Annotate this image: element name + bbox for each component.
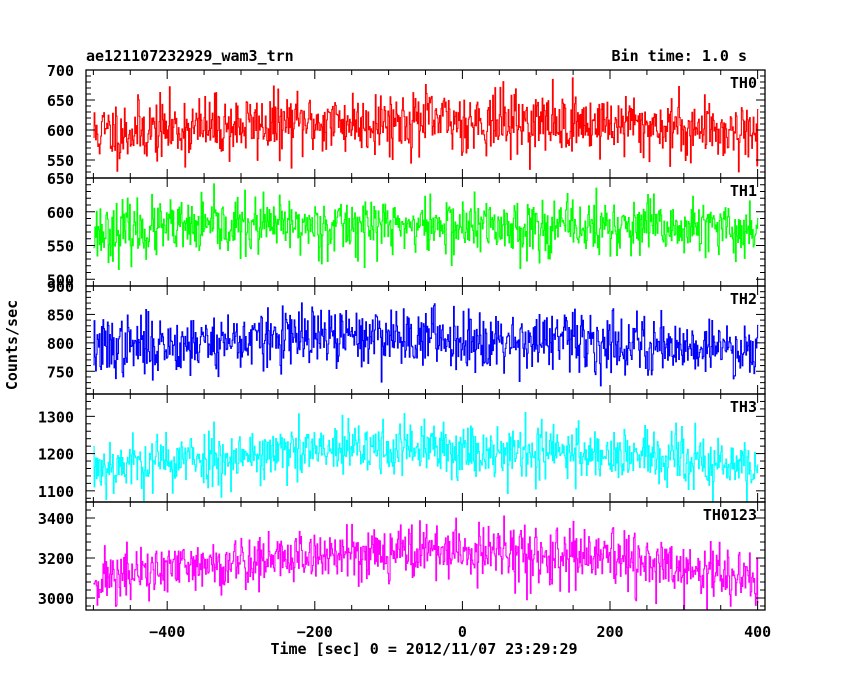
panels-group: 550 600 650 700 TH0 500 550 600 650 TH1 750 800 850 9… [38,62,771,641]
y-tick-label: 600 [47,204,74,222]
y-tick-label: 3200 [38,550,74,568]
y-axis-label: Counts/sec [3,300,21,390]
series-th0123 [93,515,759,610]
x-tick-label: 400 [744,623,771,641]
y-tick-label: 850 [47,306,74,324]
panel-frame [85,501,766,611]
y-tick-label: 650 [47,170,74,188]
bin-time-label: Bin time: 1.0 s [612,47,747,65]
x-axis-label: Time [sec] 0 = 2012/11/07 23:29:29 [270,640,577,658]
panel-th0: 550 600 650 700 TH0 [47,62,766,179]
y-tick-label: 600 [47,122,74,140]
panel-name-label: TH3 [730,398,757,416]
y-tick-label: 500 [47,271,74,289]
y-tick-label: 650 [47,92,74,110]
y-tick-label: 900 [47,278,74,296]
x-tick-label: 200 [596,623,623,641]
series-th2 [93,302,759,387]
series-th0 [93,77,759,173]
y-tick-label: 800 [47,335,74,353]
y-tick-label: 700 [47,62,74,80]
panel-th0123: 3000 3200 3400 TH0123 [38,501,766,611]
x-tick-label: −400 [149,623,185,641]
y-tick-label: 1200 [38,446,74,464]
series-th3 [93,412,759,502]
panel-name-label: TH0 [730,74,757,92]
chart-title: ae121107232929_wam3_trn [86,47,294,65]
panel-th2: 750 800 850 900 TH2 [47,278,766,395]
panel-name-label: TH0123 [703,506,757,524]
x-tick-label: 0 [458,623,467,641]
y-tick-label: 750 [47,363,74,381]
y-tick-label: 3400 [38,510,74,528]
y-tick-label: 550 [47,152,74,170]
y-tick-label: 3000 [38,590,74,608]
x-tick-label: −200 [297,623,333,641]
y-tick-label: 550 [47,238,74,256]
panel-name-label: TH1 [730,182,757,200]
panel-th1: 500 550 600 650 TH1 [47,170,766,289]
series-th1 [93,183,759,270]
y-tick-label: 1300 [38,408,74,426]
y-tick-label: 1100 [38,483,74,501]
panel-name-label: TH2 [730,290,757,308]
panel-th3: 1100 1200 1300 TH3 [38,393,766,503]
